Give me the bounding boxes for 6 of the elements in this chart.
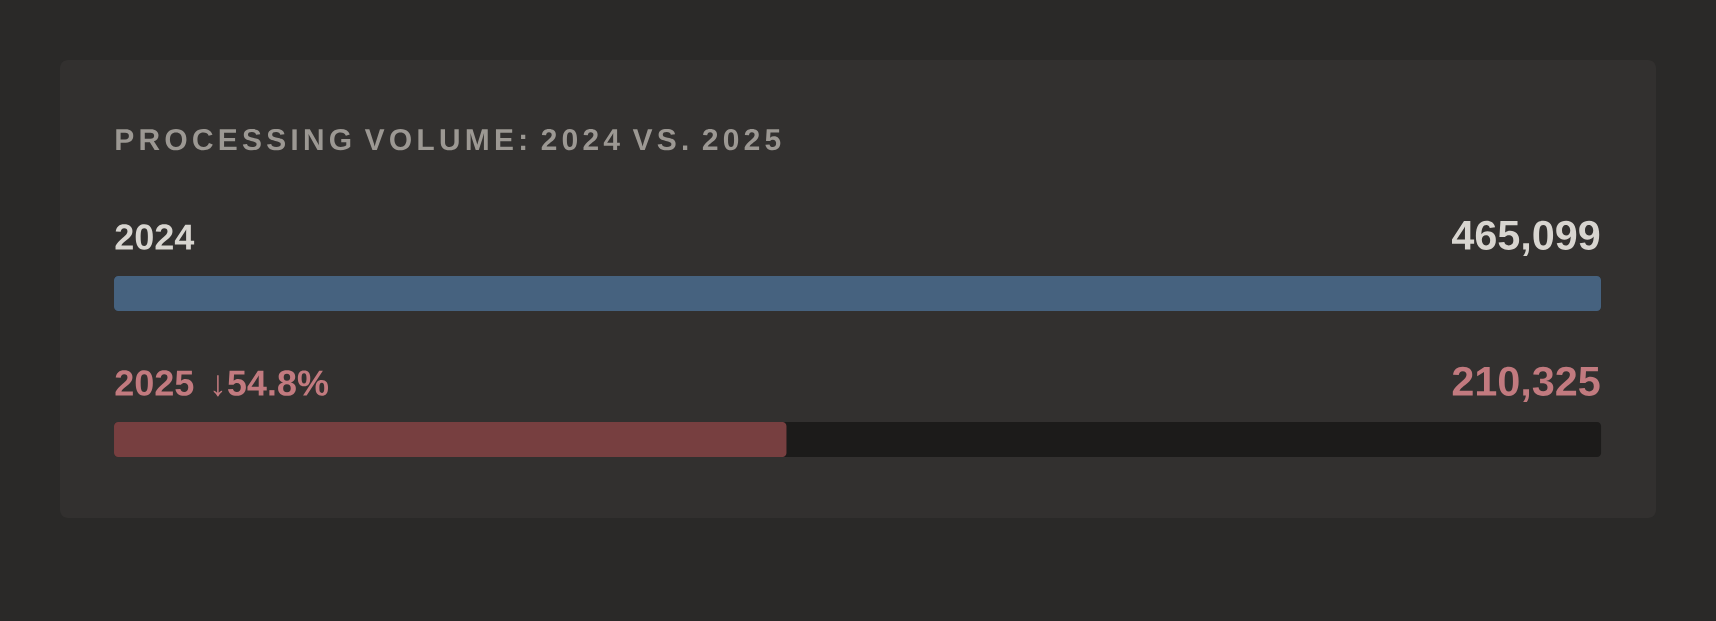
chart-title: PROCESSING VOLUME: 2024 VS. 2025 — [116, 129, 781, 151]
data-label: 210,325 — [1452, 366, 1600, 402]
y-tick-label: 2025 — [115, 370, 194, 396]
data-label: 465,099 — [1452, 220, 1600, 256]
y-tick-label: 2024 — [115, 224, 195, 250]
annotation: ↓54.8% — [213, 370, 329, 397]
